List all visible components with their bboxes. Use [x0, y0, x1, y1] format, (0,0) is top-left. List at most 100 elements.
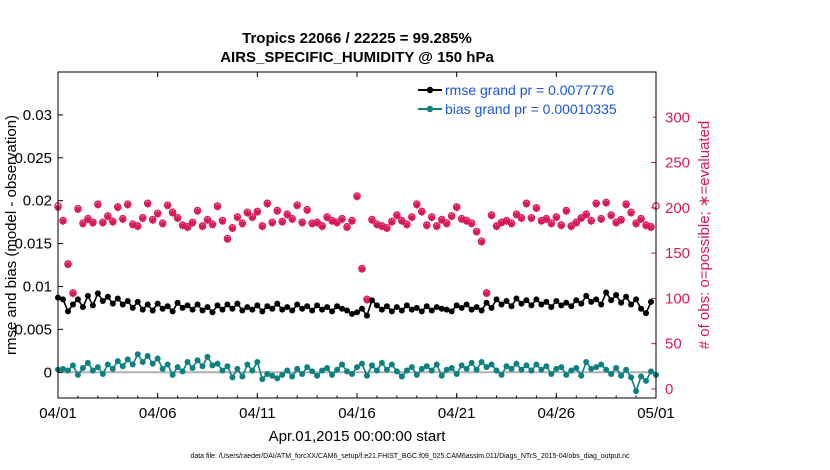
- y-tick-label: 0: [44, 364, 52, 381]
- obs-evaluated-point: [348, 218, 356, 225]
- x-tick-label: 04/16: [338, 405, 376, 422]
- obs-evaluated-point: [313, 219, 321, 227]
- rmse-point: [254, 302, 261, 309]
- bias-point: [319, 367, 326, 374]
- obs-evaluated-point: [547, 220, 555, 228]
- rmse-point: [528, 302, 535, 309]
- x-tick-label: 04/06: [139, 405, 177, 422]
- obs-evaluated-point: [154, 210, 162, 218]
- rmse-point: [553, 298, 560, 305]
- rmse-point: [548, 304, 555, 311]
- rmse-point: [423, 303, 430, 310]
- bias-point: [84, 359, 91, 366]
- bias-point: [354, 364, 360, 371]
- obs-evaluated-point: [443, 220, 451, 228]
- bias-point: [573, 364, 580, 371]
- rmse-point: [563, 299, 570, 306]
- bias-point: [403, 367, 410, 374]
- y-tick-label: 0.01: [23, 278, 52, 295]
- bias-point: [498, 371, 505, 378]
- obs-evaluated-point: [383, 225, 391, 233]
- obs-evaluated-point: [124, 201, 132, 209]
- bias-point: [623, 366, 630, 373]
- obs-evaluated-point: [602, 199, 610, 207]
- bias-point: [334, 366, 341, 373]
- rmse-point: [573, 297, 580, 304]
- bias-point: [363, 372, 370, 379]
- rmse-point: [174, 299, 181, 306]
- rmse-point: [628, 301, 635, 308]
- bias-point: [398, 373, 405, 380]
- obs-evaluated-point: [542, 216, 550, 224]
- bias-point: [423, 363, 430, 370]
- obs-evaluated-point: [408, 214, 416, 222]
- bias-point: [199, 363, 206, 370]
- rmse-point: [638, 305, 645, 312]
- bias-point: [558, 364, 565, 371]
- obs-evaluated-point: [214, 203, 221, 211]
- obs-evaluated-point: [308, 220, 316, 228]
- bias-point: [538, 366, 545, 373]
- bias-point: [349, 370, 356, 377]
- obs-evaluated-point: [353, 193, 361, 201]
- rmse-point: [473, 304, 480, 311]
- bias-point: [119, 363, 126, 370]
- rmse-point: [109, 300, 116, 307]
- bias-point: [598, 361, 605, 368]
- rmse-point: [204, 304, 211, 311]
- bias-point: [493, 367, 500, 374]
- bias-point: [244, 361, 251, 368]
- bias-point: [383, 366, 390, 373]
- bias-point: [139, 358, 146, 365]
- obs-evaluated-point: [498, 219, 505, 227]
- obs-evaluated-point: [169, 209, 177, 217]
- obs-evaluated-point: [438, 217, 446, 224]
- obs-evaluated-point: [572, 219, 580, 227]
- bias-point: [513, 360, 520, 367]
- bias-point: [59, 365, 66, 372]
- rmse-point: [438, 305, 445, 312]
- rmse-point: [319, 306, 326, 313]
- obs-evaluated-point: [503, 218, 510, 225]
- bias-point: [129, 361, 136, 368]
- rmse-point: [244, 304, 251, 311]
- x-tick-label: 04/11: [239, 405, 275, 422]
- obs-evaluated-point: [243, 209, 251, 217]
- obs-evaluated-point: [398, 218, 406, 225]
- bias-point: [299, 370, 306, 377]
- obs-evaluated-point: [433, 223, 441, 231]
- rmse-point: [448, 308, 455, 315]
- bias-point: [478, 358, 485, 365]
- obs-evaluated-point: [363, 296, 371, 304]
- chart-title: Tropics 22066 / 22225 = 99.285%: [242, 30, 472, 47]
- rmse-point: [608, 297, 615, 304]
- rmse-point: [468, 306, 475, 313]
- bias-point: [99, 370, 106, 377]
- rmse-point: [84, 292, 91, 299]
- obs-evaluated-point: [149, 217, 157, 224]
- obs-evaluated-point: [99, 219, 107, 227]
- obs-evaluated-point: [283, 211, 291, 219]
- x-tick-label: 04/26: [538, 405, 576, 422]
- bias-point: [588, 365, 595, 372]
- y2-axis-label: # of obs: o=possible; ∗=evaluated: [696, 121, 713, 350]
- rmse-point: [164, 303, 171, 310]
- obs-evaluated-point: [552, 214, 560, 222]
- rmse-point: [408, 306, 415, 313]
- obs-evaluated-point: [89, 219, 97, 227]
- rmse-point: [214, 302, 221, 309]
- bias-point: [329, 371, 336, 378]
- bias-point: [279, 371, 286, 378]
- rmse-point: [493, 296, 500, 303]
- obs-evaluated-point: [458, 216, 466, 224]
- rmse-point: [339, 305, 346, 312]
- obs-evaluated-point: [204, 217, 211, 224]
- obs-evaluated-point: [69, 290, 77, 298]
- rmse-point: [104, 293, 111, 300]
- bias-point: [578, 372, 585, 379]
- rmse-point: [478, 307, 485, 314]
- bias-point: [209, 362, 216, 369]
- obs-evaluated-point: [642, 222, 650, 230]
- obs-evaluated-point: [209, 221, 216, 229]
- rmse-point: [623, 293, 630, 300]
